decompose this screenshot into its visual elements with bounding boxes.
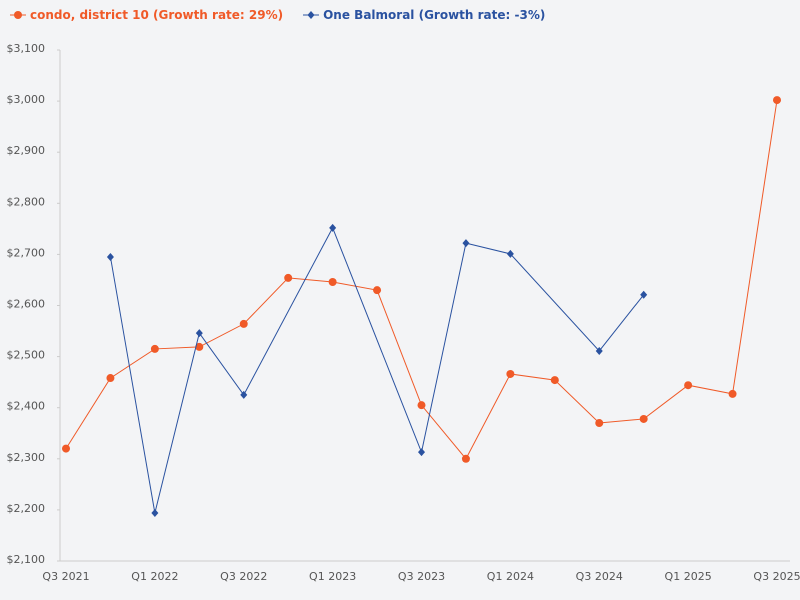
legend-item[interactable]: condo, district 10 (Growth rate: 29%) (10, 8, 283, 22)
legend: condo, district 10 (Growth rate: 29%) One… (10, 8, 545, 22)
legend-marker (307, 11, 315, 19)
point (595, 419, 604, 428)
point (684, 381, 693, 390)
legend-icon (303, 11, 320, 19)
point (195, 329, 203, 338)
point (462, 239, 470, 248)
legend-label: One Balmoral (Growth rate: -3%) (323, 8, 546, 22)
point (239, 319, 248, 328)
y-tick-label: $2,100 (7, 553, 46, 566)
point (639, 414, 648, 423)
point (640, 290, 648, 299)
x-tick-label: Q3 2021 (42, 570, 89, 583)
point (328, 277, 337, 286)
y-tick-label: $2,900 (7, 144, 46, 157)
series-line (109, 226, 645, 514)
point (461, 454, 470, 463)
legend-label: condo, district 10 (Growth rate: 29%) (30, 8, 284, 22)
point (595, 346, 603, 355)
x-tick-label: Q1 2025 (665, 570, 712, 583)
point (284, 273, 293, 282)
point (418, 448, 425, 457)
x-tick-label: Q1 2024 (487, 570, 534, 583)
y-tick-label: $2,800 (7, 195, 46, 208)
y-tick-label: $2,300 (7, 451, 46, 464)
x-tick-label: Q3 2025 (753, 570, 800, 583)
legend-icon (10, 11, 26, 19)
point (106, 252, 114, 261)
point (373, 286, 382, 295)
x-tick-label: Q3 2024 (576, 570, 623, 583)
x-tick-label: Q1 2022 (131, 570, 178, 583)
y-tick-label: $2,200 (7, 502, 46, 515)
point (150, 344, 159, 353)
legend-marker (14, 11, 22, 19)
point (773, 96, 781, 105)
point (240, 390, 248, 399)
y-tick-label: $3,000 (7, 93, 46, 106)
point (506, 249, 514, 258)
point (151, 508, 159, 517)
x-tick-label: Q1 2023 (309, 570, 356, 583)
point (329, 223, 337, 232)
point (195, 342, 204, 351)
point (550, 376, 559, 385)
y-tick-label: $3,100 (7, 42, 46, 55)
x-tick-label: Q3 2023 (398, 570, 445, 583)
legend-item[interactable]: One Balmoral (Growth rate: -3%) (303, 8, 545, 22)
point (506, 369, 515, 378)
point (62, 444, 70, 453)
y-tick-label: $2,600 (7, 298, 46, 311)
point (417, 401, 426, 410)
x-tick-label: Q3 2022 (220, 570, 267, 583)
y-tick-label: $2,400 (7, 400, 46, 413)
y-tick-label: $2,700 (7, 246, 46, 259)
point (728, 389, 737, 398)
y-tick-label: $2,500 (7, 349, 46, 362)
point (106, 374, 115, 383)
